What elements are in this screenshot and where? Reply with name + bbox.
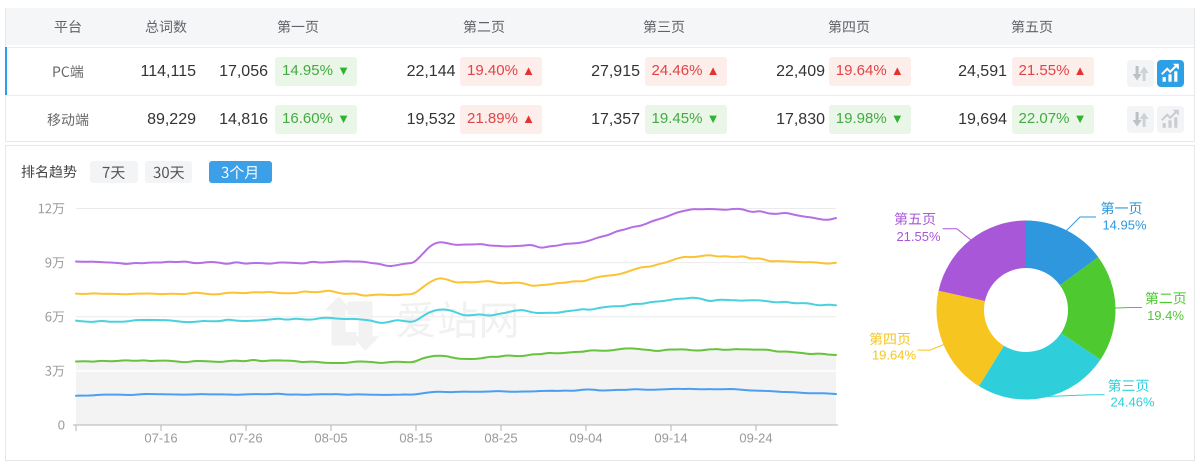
- svg-text:24.46%: 24.46%: [1110, 394, 1155, 409]
- svg-text:09-24: 09-24: [739, 431, 772, 446]
- svg-text:19.4%: 19.4%: [1147, 308, 1184, 323]
- svg-text:09-14: 09-14: [654, 431, 687, 446]
- svg-text:19.64%: 19.64%: [872, 348, 917, 363]
- svg-text:08-25: 08-25: [484, 431, 517, 446]
- svg-text:0: 0: [58, 418, 65, 433]
- svg-text:09-04: 09-04: [569, 431, 602, 446]
- svg-text:14.95%: 14.95%: [1102, 218, 1147, 233]
- svg-text:07-26: 07-26: [229, 431, 262, 446]
- svg-text:21.55%: 21.55%: [896, 229, 941, 244]
- svg-text:08-15: 08-15: [399, 431, 432, 446]
- svg-text:07-16: 07-16: [144, 431, 177, 446]
- svg-text:08-05: 08-05: [314, 431, 347, 446]
